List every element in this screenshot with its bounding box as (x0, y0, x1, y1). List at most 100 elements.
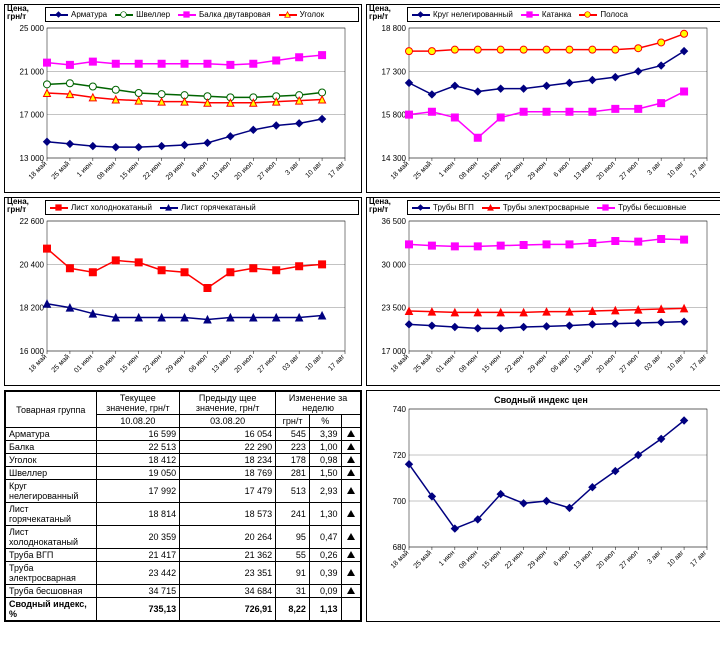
cell-cur: 23 442 (96, 562, 179, 585)
cell-prev: 18 573 (180, 503, 276, 526)
svg-text:27 июл: 27 июл (257, 160, 278, 181)
svg-text:29 июн: 29 июн (527, 353, 548, 374)
cell-pct: 0,26 (309, 549, 341, 562)
up-icon (347, 430, 355, 437)
cell-cur: 17 992 (96, 480, 179, 503)
dashboard-grid: Цена, грн/т Арматура Швеллер Балка двутавро… (4, 4, 720, 622)
cell-delta: 95 (276, 526, 310, 549)
legend-label: Лист холоднокатаный (71, 203, 152, 212)
cell-name: Круг нелегированный (6, 480, 97, 503)
legend: Трубы ВГПТрубы электросварныеТрубы бесшо… (407, 200, 720, 215)
svg-text:20 июл: 20 июл (596, 549, 617, 570)
svg-text:29 июн: 29 июн (527, 549, 548, 570)
svg-text:22 июн: 22 июн (504, 160, 525, 181)
legend-label: Балка двутавровая (199, 10, 271, 19)
cell-pct: 2,93 (309, 480, 341, 503)
svg-text:08 июн: 08 июн (458, 549, 479, 570)
cell-prev: 23 351 (180, 562, 276, 585)
svg-text:1 июн: 1 июн (438, 160, 456, 178)
svg-text:6 июл: 6 июл (191, 160, 209, 178)
svg-text:15 июн: 15 июн (119, 353, 140, 374)
chart-panel-1: Цена, грн/тАрматураШвеллерБалка двутавро… (4, 4, 362, 193)
cell-delta: 55 (276, 549, 310, 562)
svg-text:25 май: 25 май (412, 549, 434, 571)
svg-text:17 авг: 17 авг (327, 353, 346, 372)
svg-text:17 000: 17 000 (20, 111, 45, 120)
cell-cur: 16 599 (96, 428, 179, 441)
up-icon (347, 551, 355, 558)
svg-text:27 июл: 27 июл (619, 549, 640, 570)
cell-dir (341, 503, 360, 526)
cell-delta: 178 (276, 454, 310, 467)
svg-text:06 июл: 06 июл (550, 353, 571, 374)
cell-delta: 8,22 (276, 598, 310, 621)
legend-item: Арматура (50, 10, 107, 19)
chart-panel-2: Цена, грн/тКруг нелегированныйКатанкаПол… (366, 4, 720, 193)
svg-text:22 июн: 22 июн (504, 549, 525, 570)
legend-item: Уголок (279, 10, 324, 19)
legend-label: Трубы ВГП (433, 203, 474, 212)
legend-item: Трубы бесшовные (597, 203, 686, 212)
svg-text:17 300: 17 300 (382, 67, 407, 76)
svg-text:22 июн: 22 июн (142, 353, 163, 374)
legend-label: Круг нелегированный (433, 10, 513, 19)
cell-cur: 19 050 (96, 467, 179, 480)
cell-dir (341, 454, 360, 467)
svg-text:15 июн: 15 июн (481, 549, 502, 570)
svg-text:20 июл: 20 июл (596, 353, 617, 374)
cell-name: Труба электросварная (6, 562, 97, 585)
legend-label: Уголок (300, 10, 324, 19)
svg-text:29 июн: 29 июн (165, 353, 186, 374)
svg-text:29 июн: 29 июн (527, 160, 548, 181)
svg-text:13 июл: 13 июл (573, 160, 594, 181)
svg-text:27 июл: 27 июл (619, 160, 640, 181)
svg-text:15 июн: 15 июн (481, 160, 502, 181)
table-row: Балка 22 513 22 290 223 1,00 (6, 441, 361, 454)
y-axis-label: Цена, грн/т (7, 198, 43, 214)
col-change: Изменение за неделю (276, 392, 361, 415)
cell-delta: 545 (276, 428, 310, 441)
col-prev: Предыду щее значение, грн/т (180, 392, 276, 415)
svg-text:15 800: 15 800 (382, 111, 407, 120)
svg-text:25 май: 25 май (50, 160, 72, 182)
cell-dir (341, 480, 360, 503)
legend-label: Арматура (71, 10, 107, 19)
cell-delta: 513 (276, 480, 310, 503)
legend-item: Швеллер (115, 10, 170, 19)
cell-dir (341, 441, 360, 454)
cell-name: Лист горячекатаный (6, 503, 97, 526)
cell-cur: 18 814 (96, 503, 179, 526)
up-icon (347, 487, 355, 494)
up-icon (347, 469, 355, 476)
svg-text:06 июл: 06 июл (188, 353, 209, 374)
up-icon (347, 569, 355, 576)
cell-name: Арматура (6, 428, 97, 441)
svg-text:25 май: 25 май (412, 353, 434, 375)
svg-text:27 июл: 27 июл (257, 353, 278, 374)
cell-name: Труба бесшовная (6, 585, 97, 598)
legend-item: Катанка (521, 10, 572, 19)
svg-text:10 авг: 10 авг (666, 160, 685, 179)
legend-item: Балка двутавровая (178, 10, 271, 19)
cell-cur: 21 417 (96, 549, 179, 562)
legend-item: Трубы ВГП (412, 203, 474, 212)
legend: Круг нелегированныйКатанкаПолоса (407, 7, 720, 22)
cell-prev: 21 362 (180, 549, 276, 562)
cell-name: Труба ВГП (6, 549, 97, 562)
cell-cur: 20 359 (96, 526, 179, 549)
cell-prev: 17 479 (180, 480, 276, 503)
col-group: Товарная группа (6, 392, 97, 428)
svg-text:Сводный индекс цен: Сводный индекс цен (494, 395, 588, 405)
svg-text:20 июл: 20 июл (234, 160, 255, 181)
svg-text:25 000: 25 000 (20, 24, 45, 33)
cell-pct: 1,50 (309, 467, 341, 480)
table-row: Лист горячекатаный 18 814 18 573 241 1,3… (6, 503, 361, 526)
price-table-panel: Товарная группа Текущее значение, грн/т … (4, 390, 362, 622)
up-icon (347, 443, 355, 450)
svg-text:700: 700 (393, 497, 407, 506)
svg-text:6 июл: 6 июл (553, 160, 571, 178)
cell-delta: 241 (276, 503, 310, 526)
legend-item: Лист горячекатаный (160, 203, 256, 212)
svg-text:740: 740 (393, 405, 407, 414)
col-pct: % (309, 415, 341, 428)
